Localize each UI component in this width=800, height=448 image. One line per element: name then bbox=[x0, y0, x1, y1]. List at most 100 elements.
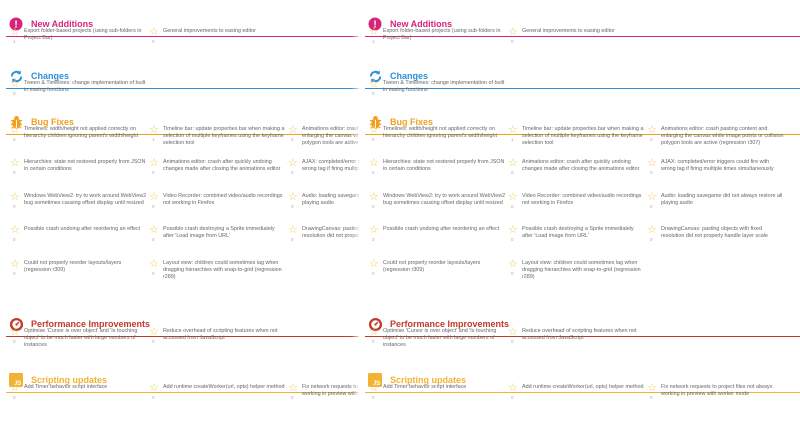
star-icon[interactable]: ☆ bbox=[369, 326, 379, 338]
star-count: 0 bbox=[372, 137, 375, 142]
changelog-panel-left: ! New Additions ☆ 1 Export folder-based proj… bbox=[6, 14, 400, 400]
star-count: 0 bbox=[152, 204, 155, 209]
star-icon[interactable]: ☆ bbox=[647, 382, 657, 394]
star-icon[interactable]: ☆ bbox=[288, 382, 298, 394]
star-icon[interactable]: ☆ bbox=[10, 258, 20, 270]
star-count: 0 bbox=[13, 91, 16, 96]
star-icon[interactable]: ☆ bbox=[369, 124, 379, 136]
star-icon[interactable]: ☆ bbox=[508, 326, 518, 338]
star-icon[interactable]: ☆ bbox=[149, 191, 159, 203]
section-title: Changes bbox=[390, 71, 429, 81]
star-count: 1 bbox=[511, 137, 514, 142]
refresh-icon bbox=[8, 68, 24, 84]
changelog-item-text: Fix network requests to project files no… bbox=[302, 384, 400, 397]
section-header: Bug Fixes bbox=[6, 112, 400, 136]
star-icon[interactable]: ☆ bbox=[369, 78, 379, 90]
star-icon[interactable]: ☆ bbox=[10, 382, 20, 394]
star-icon[interactable]: ☆ bbox=[149, 326, 159, 338]
section-divider bbox=[365, 36, 800, 37]
star-icon[interactable]: ☆ bbox=[10, 157, 20, 169]
star-count: 0 bbox=[291, 170, 294, 175]
star-icon[interactable]: ☆ bbox=[10, 326, 20, 338]
star-icon[interactable]: ☆ bbox=[508, 157, 518, 169]
star-icon[interactable]: ☆ bbox=[369, 258, 379, 270]
section-scripting: JS Scripting updates ☆ 0 Add Timer behavior … bbox=[365, 370, 800, 400]
changelog-item-text: General improvements to easing editor bbox=[522, 28, 615, 34]
svg-text:JS: JS bbox=[14, 381, 21, 387]
section-header: Performance Improvements bbox=[6, 314, 400, 338]
star-icon[interactable]: ☆ bbox=[369, 157, 379, 169]
star-icon[interactable]: ☆ bbox=[288, 224, 298, 236]
changelog-item-text: Could not properly reorder layouts/layer… bbox=[383, 260, 481, 273]
star-icon[interactable]: ☆ bbox=[10, 191, 20, 203]
star-icon[interactable]: ☆ bbox=[149, 382, 159, 394]
star-count: 1 bbox=[372, 39, 375, 44]
changelog-item-text: AJAX: completed/error triggers could fir… bbox=[661, 159, 774, 172]
star-icon[interactable]: ☆ bbox=[508, 258, 518, 270]
star-icon[interactable]: ☆ bbox=[508, 26, 518, 38]
star-count: 0 bbox=[372, 339, 375, 344]
star-icon[interactable]: ☆ bbox=[369, 382, 379, 394]
bug-icon bbox=[367, 114, 383, 130]
js-icon: JS bbox=[8, 372, 24, 388]
exclamation-icon: ! bbox=[367, 16, 383, 32]
star-icon[interactable]: ☆ bbox=[647, 157, 657, 169]
section-performance: Performance Improvements ☆ 0 Optimise 'Curs… bbox=[365, 314, 800, 348]
section-performance: Performance Improvements ☆ 0 Optimise 'Curs… bbox=[6, 314, 400, 348]
changelog-item-text: Optimise 'Cursor is over object' and 'Is… bbox=[383, 328, 497, 348]
star-icon[interactable]: ☆ bbox=[149, 157, 159, 169]
star-icon[interactable]: ☆ bbox=[508, 382, 518, 394]
section-new-additions: ! New Additions ☆ 1 Export folder-based proj… bbox=[6, 14, 400, 44]
changelog-item-text: Timeline bar: update properties bar when… bbox=[163, 126, 285, 146]
star-icon[interactable]: ☆ bbox=[369, 224, 379, 236]
changelog-item-text: Tween & Timelines: change implementation… bbox=[24, 80, 146, 93]
star-icon[interactable]: ☆ bbox=[369, 191, 379, 203]
changelog-item-text: Windows WebView2: try to work around Web… bbox=[24, 193, 147, 206]
section-header: Bug Fixes bbox=[365, 112, 800, 136]
section-title: Bug Fixes bbox=[390, 117, 434, 127]
star-icon[interactable]: ☆ bbox=[149, 124, 159, 136]
star-icon[interactable]: ☆ bbox=[10, 224, 20, 236]
changelog-item-text: Animations editor: crash pasting content… bbox=[302, 126, 400, 146]
star-count: 0 bbox=[152, 170, 155, 175]
star-count: 0 bbox=[13, 395, 16, 400]
star-icon[interactable]: ☆ bbox=[149, 26, 159, 38]
section-divider bbox=[6, 336, 400, 337]
star-count: 0 bbox=[13, 170, 16, 175]
section-changes: Changes ☆ 0 Tween & Timelines: change imple… bbox=[6, 66, 400, 96]
star-icon[interactable]: ☆ bbox=[369, 26, 379, 38]
star-icon[interactable]: ☆ bbox=[288, 124, 298, 136]
star-count: 1 bbox=[13, 39, 16, 44]
star-count: 0 bbox=[372, 395, 375, 400]
section-divider bbox=[365, 88, 800, 89]
star-count: 0 bbox=[650, 395, 653, 400]
section-divider bbox=[365, 134, 800, 135]
section-header: JS Scripting updates bbox=[365, 370, 800, 394]
star-icon[interactable]: ☆ bbox=[10, 26, 20, 38]
star-icon[interactable]: ☆ bbox=[149, 224, 159, 236]
changelog-item-text: Audio: loading savegame did not always r… bbox=[302, 193, 400, 206]
star-count: 0 bbox=[152, 395, 155, 400]
section-divider bbox=[6, 392, 400, 393]
star-icon[interactable]: ☆ bbox=[508, 224, 518, 236]
star-icon[interactable]: ☆ bbox=[647, 124, 657, 136]
star-icon[interactable]: ☆ bbox=[10, 78, 20, 90]
star-icon[interactable]: ☆ bbox=[647, 191, 657, 203]
changelog-item-text: Hierarchies: state not restored properly… bbox=[24, 159, 146, 172]
section-divider bbox=[365, 392, 800, 393]
changelog-item-text: Possible crash destroying a Sprite immed… bbox=[522, 226, 634, 239]
changelog-item-text: Audio: loading savegame did not always r… bbox=[661, 193, 783, 206]
star-icon[interactable]: ☆ bbox=[508, 124, 518, 136]
section-bug-fixes: Bug Fixes ☆ 0 Timelines: width/height not a… bbox=[6, 112, 400, 280]
section-header: ! New Additions bbox=[6, 14, 400, 38]
star-icon[interactable]: ☆ bbox=[288, 157, 298, 169]
star-icon[interactable]: ☆ bbox=[149, 258, 159, 270]
section-header: JS Scripting updates bbox=[6, 370, 400, 394]
star-icon[interactable]: ☆ bbox=[647, 224, 657, 236]
svg-text:!: ! bbox=[14, 20, 17, 31]
star-icon[interactable]: ☆ bbox=[508, 191, 518, 203]
changelog-item-text: General improvements to easing editor bbox=[163, 28, 256, 34]
star-icon[interactable]: ☆ bbox=[288, 191, 298, 203]
star-icon[interactable]: ☆ bbox=[10, 124, 20, 136]
changelog-item-text: Export folder-based projects (using sub-… bbox=[383, 28, 501, 41]
